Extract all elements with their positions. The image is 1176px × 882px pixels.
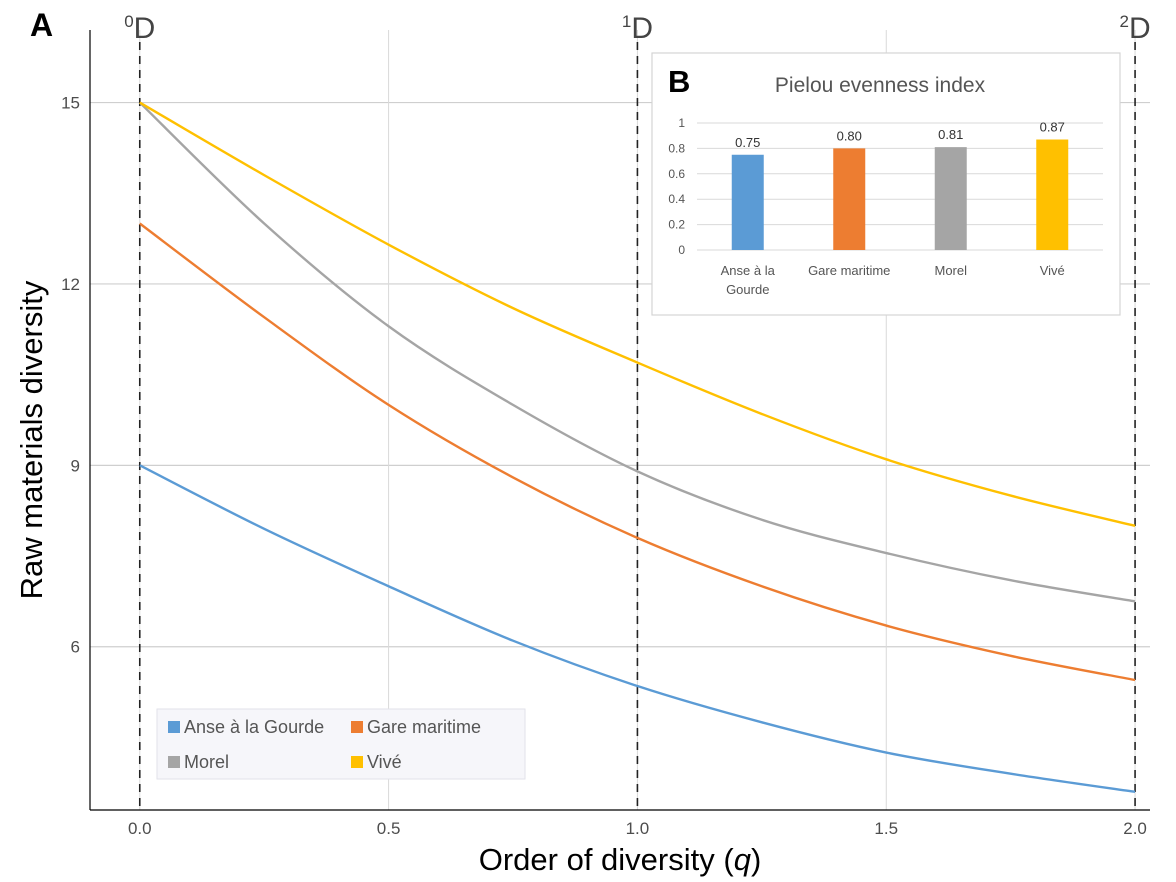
legend-swatch [168,756,180,768]
x-tick-label: 0.0 [128,819,152,838]
pielou-bar-chart: B Pielou evenness index00.20.40.60.810.75… [651,52,1121,316]
legend-label: Gare maritime [367,717,481,737]
reference-label-text: D [134,12,156,45]
main-tick-labels: 6 9 12 15 0.0 0.5 1.0 1.5 2.0 [61,94,1147,838]
bar-value-label: 0.80 [837,128,862,143]
legend-swatch [351,721,363,733]
legend-label: Vivé [367,752,402,772]
inset-y-tick-label: 1 [678,116,685,130]
y-tick-label: 9 [71,456,80,475]
legend-box [156,708,526,780]
inset-y-tick-label: 0.2 [668,218,685,232]
legend-swatch [168,721,180,733]
bar-category-label: Anse à la [721,263,776,278]
reference-label-superscript: 2 [1120,12,1129,31]
series-line-1 [139,222,1136,682]
reference-label-2D: 2D [1120,12,1151,45]
bar-value-label: 0.87 [1040,120,1065,135]
x-axis-label-variable: q [734,842,752,877]
inset-y-tick-label: 0 [678,243,685,257]
bar-category-label: Gare maritime [808,263,890,278]
inset-y-tick-label: 0.6 [668,167,685,181]
panel-a-letter: A [30,7,53,43]
legend: Anse à la Gourde Gare maritime Morel Vivé [156,708,526,780]
reference-label-text: D [1129,12,1151,45]
x-axis-label: Order of diversity (q) [479,842,762,877]
series-line-0 [139,464,1136,794]
y-tick-label: 6 [71,638,80,657]
x-tick-label: 1.5 [874,819,898,838]
bar-3 [1036,139,1069,250]
y-tick-label: 12 [61,275,80,294]
bar-value-label: 0.75 [735,135,760,150]
x-tick-label: 2.0 [1123,819,1147,838]
reference-label-1D: 1D [622,12,653,45]
x-axis-label-end: ) [751,842,761,877]
x-axis-label-main: Order of diversity ( [479,842,735,877]
series-line-2 [138,101,1136,603]
inset-y-tick-label: 0.8 [668,141,685,155]
bar-value-label: 0.81 [938,127,963,142]
reference-label-text: D [631,12,653,45]
legend-label: Morel [184,752,229,772]
y-axis-label: Raw materials diversity [14,280,49,599]
reference-label-superscript: 1 [622,12,631,31]
inset-y-tick-label: 0.4 [668,192,685,206]
reference-lines: 0D 1D 2D [124,12,1151,810]
legend-label: Anse à la Gourde [184,717,324,737]
bar-2 [934,147,967,250]
bar-1 [833,148,866,250]
x-tick-label: 0.5 [377,819,401,838]
reference-label-0D: 0D [124,12,155,45]
panel-b-letter: B [668,64,690,99]
main-series [138,101,1136,794]
series-line-3 [139,101,1136,527]
inset-title: Pielou evenness index [775,74,986,97]
y-tick-label: 15 [61,94,80,113]
reference-label-superscript: 0 [124,12,133,31]
bar-category-label: Vivé [1040,263,1065,278]
bar-0 [731,154,764,250]
bar-category-label: Morel [934,263,967,278]
x-tick-label: 1.0 [626,819,650,838]
legend-swatch [351,756,363,768]
main-axes [89,30,1150,811]
bar-category-label: Gourde [726,282,769,297]
